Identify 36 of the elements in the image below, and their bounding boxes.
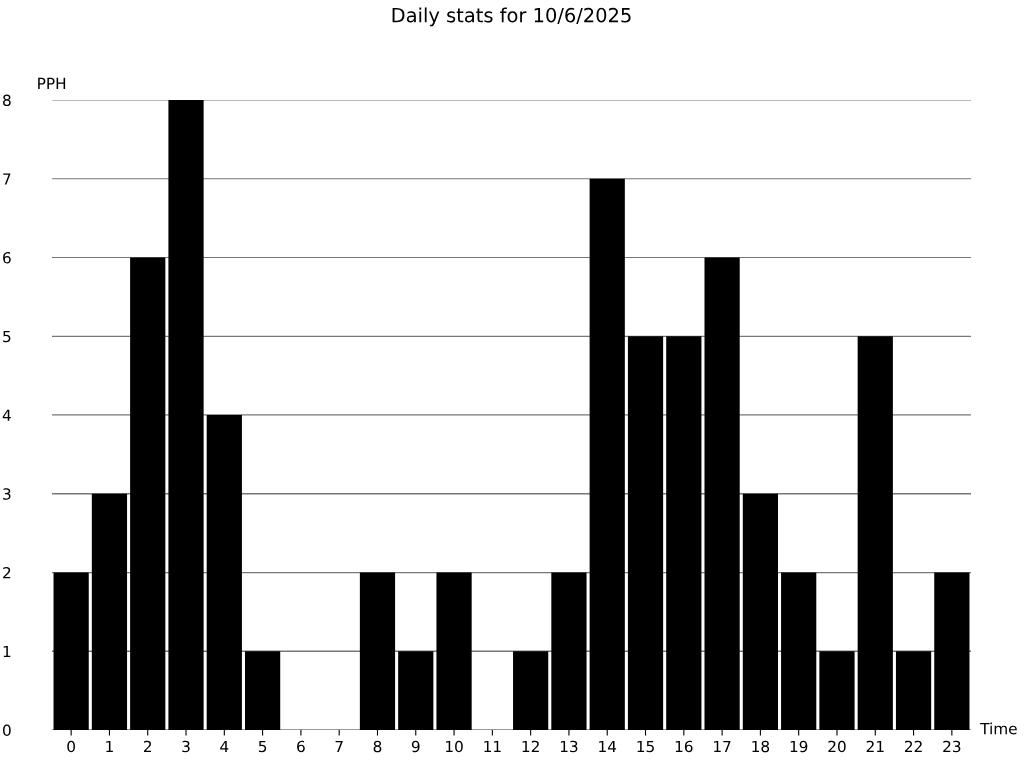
x-tick-label: 11 <box>484 740 501 753</box>
y-tick-label: 7 <box>3 173 11 185</box>
y-tick-label: 1 <box>3 645 11 658</box>
x-tick-label: 9 <box>411 740 420 753</box>
y-tick-label: 0 <box>3 724 11 737</box>
x-tick-label: 17 <box>714 740 731 753</box>
x-tick-label: 5 <box>258 740 267 753</box>
x-tick-label: 16 <box>675 740 693 753</box>
x-tick-label: 6 <box>297 740 305 753</box>
y-axis-title: PPH <box>38 77 66 89</box>
y-tick-label: 2 <box>3 566 11 579</box>
y-tick-label: 5 <box>3 330 11 343</box>
x-tick-label: 14 <box>599 740 617 753</box>
y-tick-label: 8 <box>3 94 11 107</box>
x-axis-title: Time <box>980 722 1017 735</box>
x-tick-label: 8 <box>373 740 382 753</box>
y-tick-label: 4 <box>2 409 11 421</box>
y-tick-label: 6 <box>3 251 11 264</box>
x-tick-label: 12 <box>522 740 539 753</box>
x-tick-label: 13 <box>560 740 578 753</box>
x-tick-label: 15 <box>637 740 654 753</box>
x-tick-label: 22 <box>904 740 922 753</box>
x-tick-label: 4 <box>220 740 229 753</box>
x-tick-label: 2 <box>143 740 152 753</box>
x-tick-label: 3 <box>182 740 190 753</box>
x-tick-label: 21 <box>866 740 884 753</box>
x-tick-label: 1 <box>106 740 113 753</box>
y-tick-label: 3 <box>3 488 11 500</box>
x-tick-label: 20 <box>828 740 846 753</box>
x-tick-label: 7 <box>335 740 343 753</box>
x-tick-label: 23 <box>943 740 961 753</box>
x-tick-label: 0 <box>67 740 75 753</box>
x-tick-label: 18 <box>752 740 770 753</box>
x-tick-label: 19 <box>790 740 808 753</box>
chart-title: Daily stats for 10/6/2025 <box>392 7 631 27</box>
x-tick-label: 10 <box>446 740 463 753</box>
